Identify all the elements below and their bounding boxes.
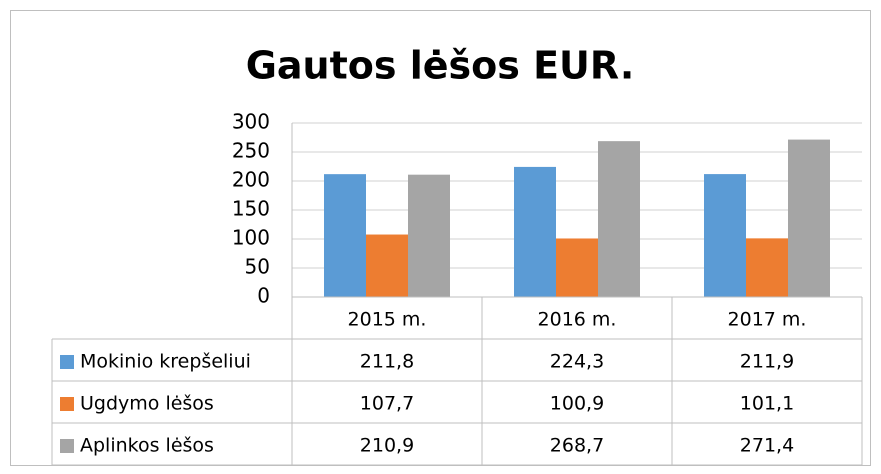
- x-tick-label: 2017 m.: [728, 309, 807, 331]
- bar: [324, 174, 366, 297]
- bar: [514, 166, 556, 297]
- table-value: 107,7: [360, 393, 414, 415]
- y-tick-label: 50: [245, 255, 270, 279]
- y-tick-label: 300: [232, 110, 270, 134]
- legend-swatch: [60, 397, 74, 411]
- table-value: 210,9: [360, 435, 414, 457]
- legend-label: Mokinio krepšeliui: [80, 351, 251, 373]
- y-tick-label: 150: [232, 197, 270, 221]
- y-tick-label: 100: [232, 226, 270, 250]
- y-tick-label: 200: [232, 168, 270, 192]
- legend-label: Ugdymo lėšos: [80, 393, 214, 415]
- x-tick-label: 2016 m.: [538, 309, 617, 331]
- bar: [556, 238, 598, 297]
- table-value: 271,4: [740, 435, 794, 457]
- bar: [408, 174, 450, 297]
- table-value: 224,3: [550, 351, 604, 373]
- chart-title: Gautos lėšos EUR.: [246, 44, 635, 88]
- legend-swatch: [60, 355, 74, 369]
- table-value: 101,1: [740, 393, 794, 415]
- bar: [788, 139, 830, 297]
- table-value: 211,8: [360, 351, 414, 373]
- legend-label: Aplinkos lėšos: [80, 435, 214, 457]
- bar: [366, 234, 408, 297]
- bar: [704, 174, 746, 297]
- x-tick-label: 2015 m.: [348, 309, 427, 331]
- table-value: 211,9: [740, 351, 794, 373]
- y-tick-label: 250: [232, 139, 270, 163]
- y-tick-label: 0: [257, 284, 270, 308]
- table-value: 268,7: [550, 435, 604, 457]
- bar: [746, 238, 788, 297]
- legend-swatch: [60, 439, 74, 453]
- table-value: 100,9: [550, 393, 604, 415]
- bar: [598, 141, 640, 297]
